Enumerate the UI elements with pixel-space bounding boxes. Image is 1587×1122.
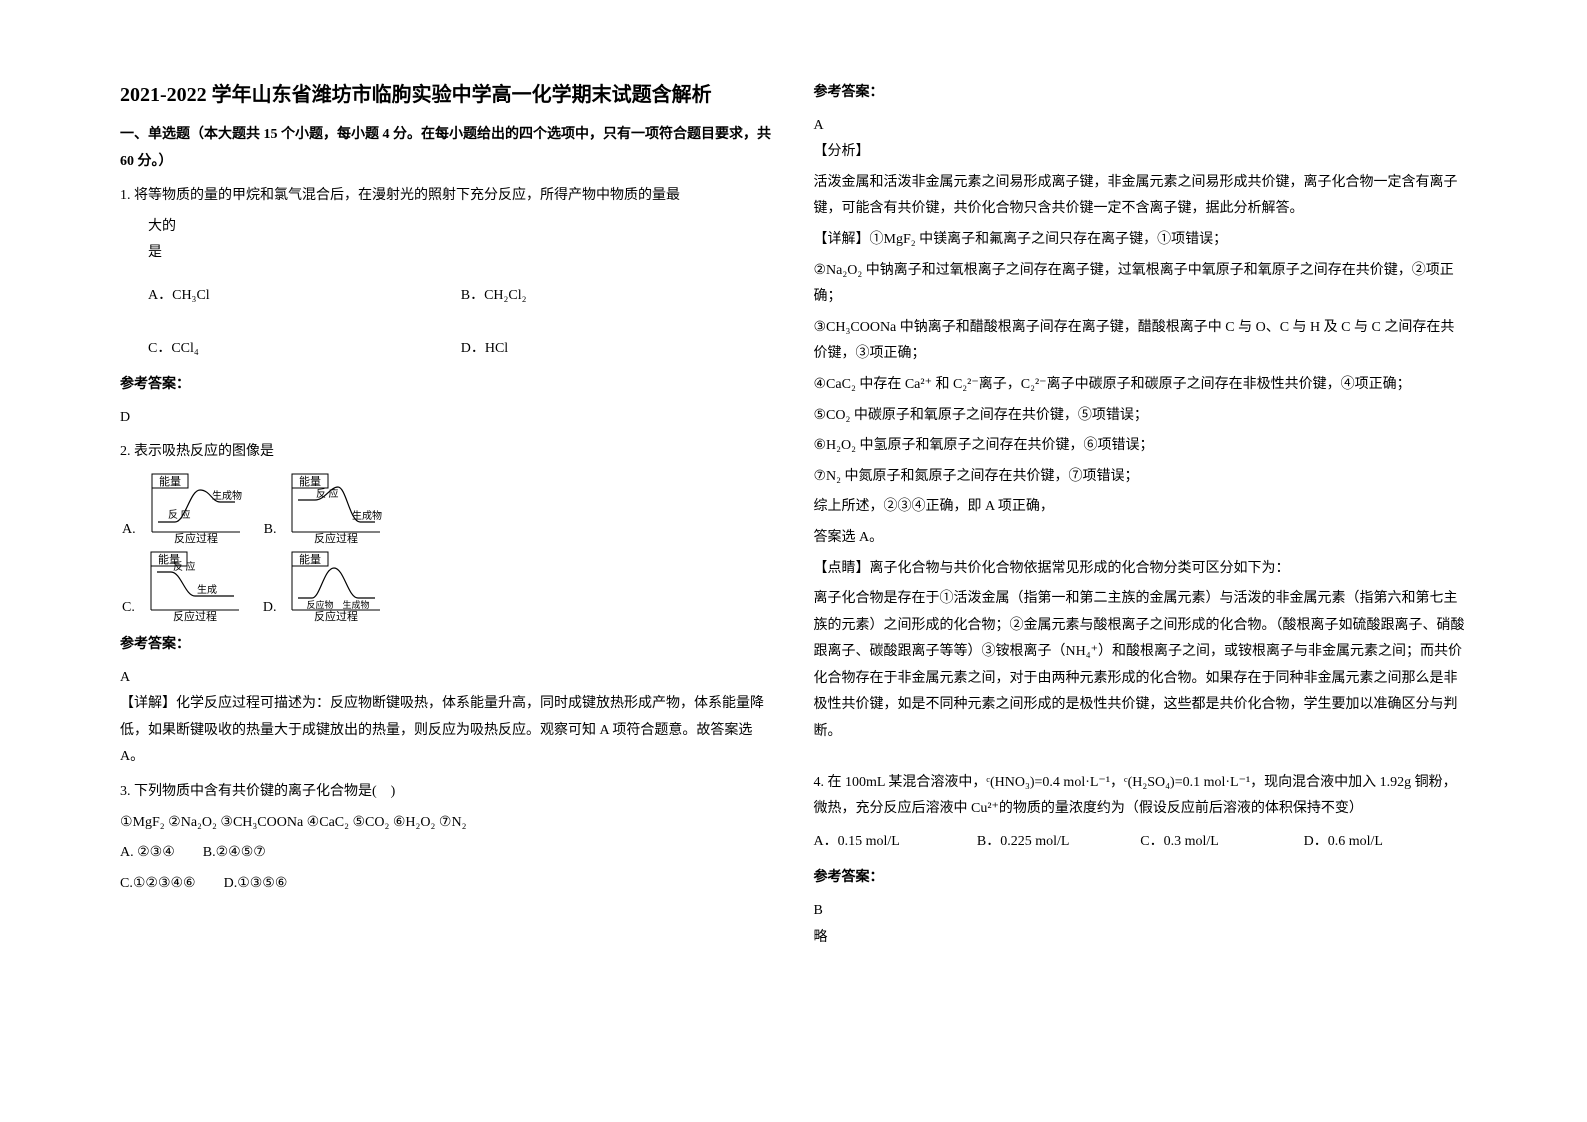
- q2-answer-label: 参考答案：: [120, 632, 774, 659]
- q3-detail-8: 答案选 A。: [814, 525, 1468, 552]
- q2-label-a: A.: [122, 517, 136, 544]
- q3-answer: A: [814, 113, 1468, 140]
- q1-stem: 1. 将等物质的量的甲烷和氯气混合后，在漫射光的照射下充分反应，所得产物中物质的…: [120, 183, 774, 210]
- section-header: 一、单选题（本大题共 15 个小题，每小题 4 分。在每小题给出的四个选项中，只…: [120, 122, 774, 175]
- q3-point: 离子化合物是存在于①活泼金属（指第一和第二主族的金属元素）与活泼的非金属元素（指…: [814, 586, 1468, 746]
- q1-answer-label: 参考答案：: [120, 372, 774, 399]
- q4-option-d: D．0.6 mol/L: [1304, 829, 1467, 856]
- right-column: 参考答案： A 【分析】 活泼金属和活泼非金属元素之间易形成离子键，非金属元素之…: [794, 80, 1488, 1042]
- q3-detail-1: ②Na₂O₂ 中钠离子和过氧根离子之间存在离子键，过氧根离子中氧原子和氧原子之间…: [814, 258, 1468, 311]
- energy-diagram-d-icon: 能量 反应物 生成物 反应过程: [280, 550, 390, 622]
- q4-extra: 略: [814, 925, 1468, 952]
- xlabel: 反应过程: [314, 609, 358, 622]
- page-title: 2021-2022 学年山东省潍坊市临朐实验中学高一化学期末试题含解析: [120, 80, 774, 110]
- q3-point-label: 【点睛】离子化合物与共价化合物依据常见形成的化合物分类可区分如下为：: [814, 556, 1468, 583]
- reaction-label: 反 应: [173, 560, 196, 573]
- q1-option-b: B．CH₂Cl₂: [461, 283, 774, 310]
- energy-diagram-a-icon: 能量 生成物 反 应 反应过程: [140, 472, 250, 544]
- product-label2: 生成: [197, 583, 217, 596]
- q3-detail-2: ③CH₃COONa 中钠离子和醋酸根离子间存在离子键，醋酸根离子中 C 与 O、…: [814, 315, 1468, 368]
- q2-stem: 2. 表示吸热反应的图像是: [120, 439, 774, 466]
- q3-analysis: 活泼金属和活泼非金属元素之间易形成离子键，非金属元素之间易形成共价键，离子化合物…: [814, 170, 1468, 223]
- q2-explain: 【详解】化学反应过程可描述为：反应物断键吸热，体系能量升高，同时成键放热形成产物…: [120, 691, 774, 771]
- q1-answer: D: [120, 405, 774, 432]
- q3-detail-4: ⑤CO₂ 中碳原子和氧原子之间存在共价键，⑤项错误；: [814, 403, 1468, 430]
- ylabel: 能量: [299, 474, 321, 488]
- q2-diagram-row2: C. 能量 反 应 生成 反应过程 D. 能量 反应物 生成物 反应过程: [120, 550, 774, 622]
- q2-answer: A: [120, 665, 774, 692]
- product-label: 生成物: [212, 489, 242, 502]
- ylabel: 能量: [159, 474, 181, 488]
- reaction-label: 反 应: [168, 508, 191, 521]
- q1-options-row2: C．CCl₄ D．HCl: [148, 336, 774, 363]
- q3-compounds: ①MgF₂ ②Na₂O₂ ③CH₃COONa ④CaC₂ ⑤CO₂ ⑥H₂O₂ …: [120, 810, 774, 837]
- xlabel: 反应过程: [314, 531, 358, 544]
- q2-label-b: B.: [264, 517, 277, 544]
- q3-opts-row1: A. ②③④ B.②④⑤⑦: [120, 840, 774, 867]
- reaction-label: 反 应: [316, 487, 339, 500]
- q3-analysis-label: 【分析】: [814, 139, 1468, 166]
- q1-stem-line3: 是: [120, 240, 774, 267]
- q3-detail-0: 【详解】①MgF₂ 中镁离子和氟离子之间只存在离子键，①项错误；: [814, 227, 1468, 254]
- q2-label-d: D.: [263, 595, 277, 622]
- q4-stem: 4. 在 100mL 某混合溶液中，ᶜ(HNO₃)=0.4 mol·L⁻¹，ᶜ(…: [814, 770, 1468, 823]
- ylabel: 能量: [299, 552, 321, 566]
- q1-option-c: C．CCl₄: [148, 336, 461, 363]
- q1-option-d: D．HCl: [461, 336, 774, 363]
- energy-diagram-c-icon: 能量 反 应 生成 反应过程: [139, 550, 249, 622]
- q3-detail-3: ④CaC₂ 中存在 Ca²⁺ 和 C₂²⁻离子，C₂²⁻离子中碳原子和碳原子之间…: [814, 372, 1468, 399]
- q3-detail-7: 综上所述，②③④正确，即 A 项正确，: [814, 494, 1468, 521]
- q4-options: A．0.15 mol/L B．0.225 mol/L C．0.3 mol/L D…: [814, 829, 1468, 856]
- q4-option-a: A．0.15 mol/L: [814, 829, 977, 856]
- q3-detail-6: ⑦N₂ 中氮原子和氮原子之间存在共价键，⑦项错误；: [814, 464, 1468, 491]
- q2-diagram-row1: A. 能量 生成物 反 应 反应过程 B. 能量 反 应 生成物 反应过程: [120, 472, 774, 544]
- q4-option-c: C．0.3 mol/L: [1140, 829, 1303, 856]
- q3-detail-5: ⑥H₂O₂ 中氢原子和氧原子之间存在共价键，⑥项错误；: [814, 433, 1468, 460]
- xlabel: 反应过程: [173, 609, 217, 622]
- r2-label: 反应物 生成物: [307, 599, 370, 610]
- product-label: 生成物: [352, 509, 382, 522]
- q4-answer-label: 参考答案：: [814, 865, 1468, 892]
- energy-diagram-b-icon: 能量 反 应 生成物 反应过程: [280, 472, 390, 544]
- q2-label-c: C.: [122, 595, 135, 622]
- q3-opts-row2: C.①②③④⑥ D.①③⑤⑥: [120, 871, 774, 898]
- left-column: 2021-2022 学年山东省潍坊市临朐实验中学高一化学期末试题含解析 一、单选…: [100, 80, 794, 1042]
- xlabel: 反应过程: [174, 531, 218, 544]
- q4-answer: B: [814, 898, 1468, 925]
- q3-stem: 3. 下列物质中含有共价键的离子化合物是( ): [120, 779, 774, 806]
- q1-options-row1: A．CH₃Cl B．CH₂Cl₂: [148, 283, 774, 310]
- q4-option-b: B．0.225 mol/L: [977, 829, 1140, 856]
- q3-answer-label: 参考答案：: [814, 80, 1468, 107]
- q1-stem-line2: 大的: [120, 214, 774, 241]
- q1-option-a: A．CH₃Cl: [148, 283, 461, 310]
